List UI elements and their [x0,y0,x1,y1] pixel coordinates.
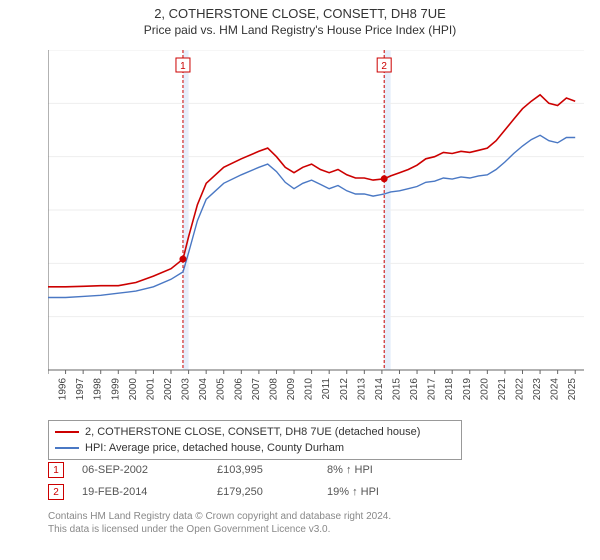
transaction-delta: 19% ↑ HPI [327,486,417,498]
svg-text:2006: 2006 [233,378,244,401]
chart-subtitle: Price paid vs. HM Land Registry's House … [0,21,600,37]
legend-item: HPI: Average price, detached house, Coun… [55,440,455,456]
svg-text:2005: 2005 [216,378,227,401]
transaction-badge: 2 [48,484,64,500]
svg-text:2015: 2015 [391,378,402,401]
svg-text:2004: 2004 [198,378,209,401]
legend-item: 2, COTHERSTONE CLOSE, CONSETT, DH8 7UE (… [55,424,455,440]
svg-text:1996: 1996 [58,378,69,401]
svg-text:2000: 2000 [128,378,139,401]
legend-label: 2, COTHERSTONE CLOSE, CONSETT, DH8 7UE (… [85,426,420,438]
svg-text:2025: 2025 [567,378,578,401]
transaction-table: 1 06-SEP-2002£103,9958% ↑ HPI 2 19-FEB-2014… [48,462,417,506]
transaction-row: 2 19-FEB-2014£179,25019% ↑ HPI [48,484,417,500]
transaction-badge: 1 [48,462,64,478]
transaction-date: 19-FEB-2014 [82,486,217,498]
chart-container: 2, COTHERSTONE CLOSE, CONSETT, DH8 7UE P… [0,0,600,560]
svg-text:1997: 1997 [75,378,86,401]
svg-text:2024: 2024 [550,378,561,401]
svg-text:2012: 2012 [339,378,350,401]
svg-text:2001: 2001 [145,378,156,401]
svg-text:2022: 2022 [514,378,525,401]
svg-text:2016: 2016 [409,378,420,401]
transaction-row: 1 06-SEP-2002£103,9958% ↑ HPI [48,462,417,478]
svg-text:2019: 2019 [462,378,473,401]
transaction-delta: 8% ↑ HPI [327,464,417,476]
svg-text:2014: 2014 [374,378,385,401]
line-chart: £0£50K£100K£150K£200K£250K£300K199519961… [48,50,584,410]
svg-text:2009: 2009 [286,378,297,401]
svg-text:2007: 2007 [251,378,262,401]
svg-text:2: 2 [381,61,387,72]
legend-swatch [55,431,79,433]
svg-text:2008: 2008 [268,378,279,401]
svg-text:2013: 2013 [356,378,367,401]
svg-text:2003: 2003 [181,378,192,401]
transaction-price: £103,995 [217,464,327,476]
svg-text:2020: 2020 [479,378,490,401]
legend: 2, COTHERSTONE CLOSE, CONSETT, DH8 7UE (… [48,420,462,460]
svg-text:2018: 2018 [444,378,455,401]
footer-line2: This data is licensed under the Open Gov… [48,523,391,536]
legend-label: HPI: Average price, detached house, Coun… [85,442,344,454]
svg-text:2021: 2021 [497,378,508,401]
transaction-date: 06-SEP-2002 [82,464,217,476]
svg-text:1995: 1995 [48,378,51,401]
transaction-price: £179,250 [217,486,327,498]
svg-text:2023: 2023 [532,378,543,401]
svg-text:2010: 2010 [304,378,315,401]
footer-attribution: Contains HM Land Registry data © Crown c… [48,510,391,536]
svg-text:1999: 1999 [110,378,121,401]
svg-text:1: 1 [180,61,186,72]
svg-text:1998: 1998 [93,378,104,401]
footer-line1: Contains HM Land Registry data © Crown c… [48,510,391,523]
svg-text:2011: 2011 [321,378,332,400]
svg-text:2017: 2017 [427,378,438,401]
legend-swatch [55,447,79,449]
chart-title: 2, COTHERSTONE CLOSE, CONSETT, DH8 7UE [0,0,600,21]
svg-text:2002: 2002 [163,378,174,401]
